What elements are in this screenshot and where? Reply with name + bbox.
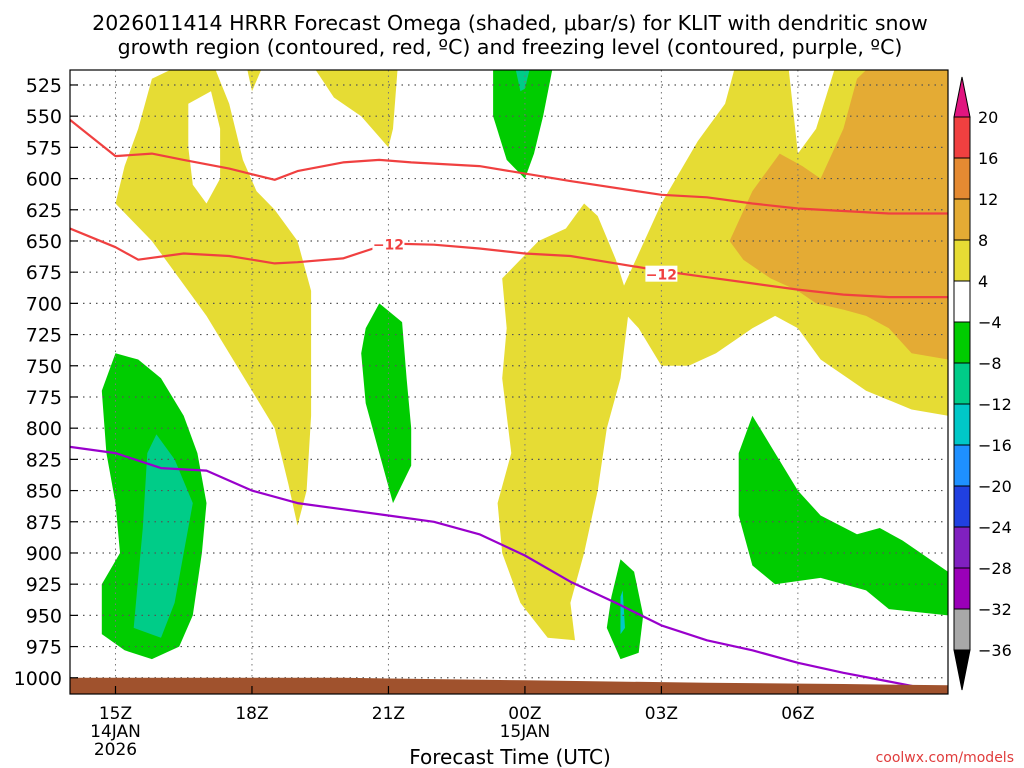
y-tick-label-1000: 1000 (14, 668, 62, 690)
x-tick-label-00Z: 00Z (508, 704, 541, 724)
colorbar-label-12: −32 (978, 600, 1012, 619)
dgz-upper-line (70, 119, 948, 215)
colorbar-swatch-8 (953, 444, 971, 487)
colorbar-swatch-0 (953, 116, 971, 159)
terrain-fill (70, 677, 948, 694)
colorbar: 20 16 12 8 4 −4 −8 −12 −16 −20 −24 −28 −32 −36 (953, 76, 1012, 691)
y-tick-label-600: 600 (26, 169, 62, 191)
yellow-midright (497, 203, 630, 641)
plot-frame (69, 69, 949, 695)
green-bottom-small (606, 559, 644, 660)
contour-label-0: −12 (373, 238, 404, 254)
dgz-lower-line (70, 227, 948, 299)
x-tick-sublabel-00Z: 15JAN (500, 722, 551, 742)
y-tick-label-550: 550 (26, 106, 62, 128)
x-tick-year-15Z: 2026 (94, 740, 137, 760)
y-tick-label-525: 525 (26, 75, 62, 97)
credit-text: coolwx.com/models (876, 750, 1014, 766)
terrain-polygon (70, 677, 948, 694)
x-tick-label-21Z: 21Z (372, 704, 405, 724)
colorbar-swatch-3 (953, 239, 971, 282)
y-tick-label-575: 575 (26, 137, 62, 159)
colorbar-label-3: 8 (978, 231, 988, 250)
x-tick-label-03Z: 03Z (645, 704, 678, 724)
x-tick-label-15Z: 15Z (99, 704, 132, 724)
title-line-2: growth region (contoured, red, ºC) and f… (118, 35, 903, 59)
title-line-1: 2026011414 HRRR Forecast Omega (shaded, … (92, 11, 928, 35)
colorbar-label-7: −12 (978, 395, 1012, 414)
colorbar-swatch-9 (953, 485, 971, 528)
y-tick-label-950: 950 (26, 605, 62, 627)
colorbar-label-2: 12 (978, 190, 998, 209)
yellow-top-center (315, 70, 398, 148)
y-tick-label-800: 800 (26, 418, 62, 440)
colorbar-swatch-7 (953, 403, 971, 446)
colorbar-label-0: 20 (978, 108, 998, 127)
x-tick-sublabel-15Z: 14JAN (90, 722, 141, 742)
colorbar-swatch-4 (953, 280, 971, 323)
colorbar-swatch-2 (953, 198, 971, 241)
chart-title: 2026011414 HRRR Forecast Omega (shaded, … (92, 11, 928, 59)
y-tick-label-900: 900 (26, 543, 62, 565)
yellow-upper-left-notch (188, 91, 221, 204)
colorbar-swatch-10 (953, 526, 971, 569)
y-tick-label-750: 750 (26, 356, 62, 378)
colorbar-label-13: −36 (978, 641, 1012, 660)
y-tick-label-700: 700 (26, 293, 62, 315)
colorbar-label-8: −16 (978, 436, 1012, 455)
colorbar-swatch-1 (953, 157, 971, 200)
colorbar-swatch-5 (953, 321, 971, 364)
contour-label-1: −12 (646, 268, 677, 284)
y-tick-label-775: 775 (26, 387, 62, 409)
colorbar-label-1: 16 (978, 149, 998, 168)
green-bottom-right (738, 415, 948, 616)
contour-label-bg-1 (645, 265, 678, 282)
colorbar-top-arrow (953, 76, 971, 118)
teal-left (133, 434, 193, 638)
cyan-top (515, 70, 530, 92)
x-tick-label-06Z: 06Z (781, 704, 814, 724)
y-tick-label-725: 725 (26, 325, 62, 347)
green-top (493, 70, 553, 179)
y-tick-label-650: 650 (26, 231, 62, 253)
colorbar-bottom-arrow (953, 649, 971, 691)
colorbar-swatch-12 (953, 608, 971, 651)
y-tick-label-825: 825 (26, 449, 62, 471)
omega-shaded-regions (101, 70, 948, 660)
colorbar-label-9: −20 (978, 477, 1012, 496)
yellow-top-narrow (247, 70, 262, 92)
x-axis-label: Forecast Time (UTC) (409, 745, 611, 768)
y-tick-label-850: 850 (26, 481, 62, 503)
yellow-right-notch (788, 70, 835, 154)
colorbar-swatch-11 (953, 567, 971, 610)
y-tick-label-925: 925 (26, 574, 62, 596)
y-tick-label-975: 975 (26, 637, 62, 659)
green-center (361, 303, 412, 504)
colorbar-label-4: 4 (978, 272, 988, 291)
y-tick-label-625: 625 (26, 200, 62, 222)
colorbar-label-5: −4 (978, 313, 1002, 332)
colorbar-label-6: −8 (978, 354, 1002, 373)
colorbar-swatch-6 (953, 362, 971, 405)
cyan-bottom-small (620, 590, 625, 635)
orange-right (729, 70, 948, 360)
colorbar-label-11: −28 (978, 559, 1012, 578)
y-tick-label-675: 675 (26, 262, 62, 284)
axes: 525 550 575 600 625 650 675 700 725 750 775 800 825 8… (14, 69, 949, 760)
colorbar-label-10: −24 (978, 518, 1012, 537)
freezing-level-line (70, 445, 935, 692)
y-tick-label-875: 875 (26, 512, 62, 534)
contour-label-bg-0 (372, 235, 405, 252)
contour-lines: −12 −12 (70, 119, 948, 694)
yellow-upper-left (115, 70, 312, 526)
x-tick-label-18Z: 18Z (235, 704, 268, 724)
